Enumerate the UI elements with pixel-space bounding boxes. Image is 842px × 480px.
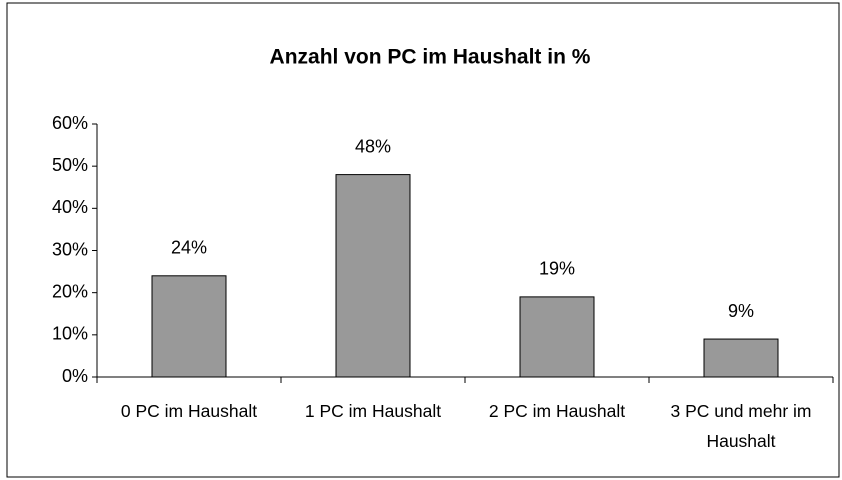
bar (703, 338, 779, 378)
x-tick-label: 3 PC und mehr im Haushalt (670, 401, 812, 451)
x-tick-label: 0 PC im Haushalt (120, 401, 258, 421)
bar (335, 174, 411, 378)
data-label: 48% (355, 136, 391, 156)
y-tick-label: 40% (52, 197, 88, 217)
data-label: 24% (171, 238, 207, 258)
chart-border (6, 2, 840, 478)
bar (519, 296, 595, 378)
y-tick-label: 20% (52, 281, 88, 301)
y-tick-label: 10% (52, 324, 88, 344)
data-label: 19% (539, 259, 575, 279)
y-tick-label: 50% (52, 155, 88, 175)
bar (151, 275, 227, 378)
y-tick-label: 0% (62, 366, 88, 386)
chart-title: Anzahl von PC im Haushalt in % (270, 46, 591, 69)
y-tick-label: 60% (52, 113, 88, 133)
x-tick-label: 1 PC im Haushalt (304, 401, 442, 421)
data-label: 9% (728, 301, 754, 321)
y-tick-label: 30% (52, 239, 88, 259)
x-tick-label: 2 PC im Haushalt (488, 401, 626, 421)
